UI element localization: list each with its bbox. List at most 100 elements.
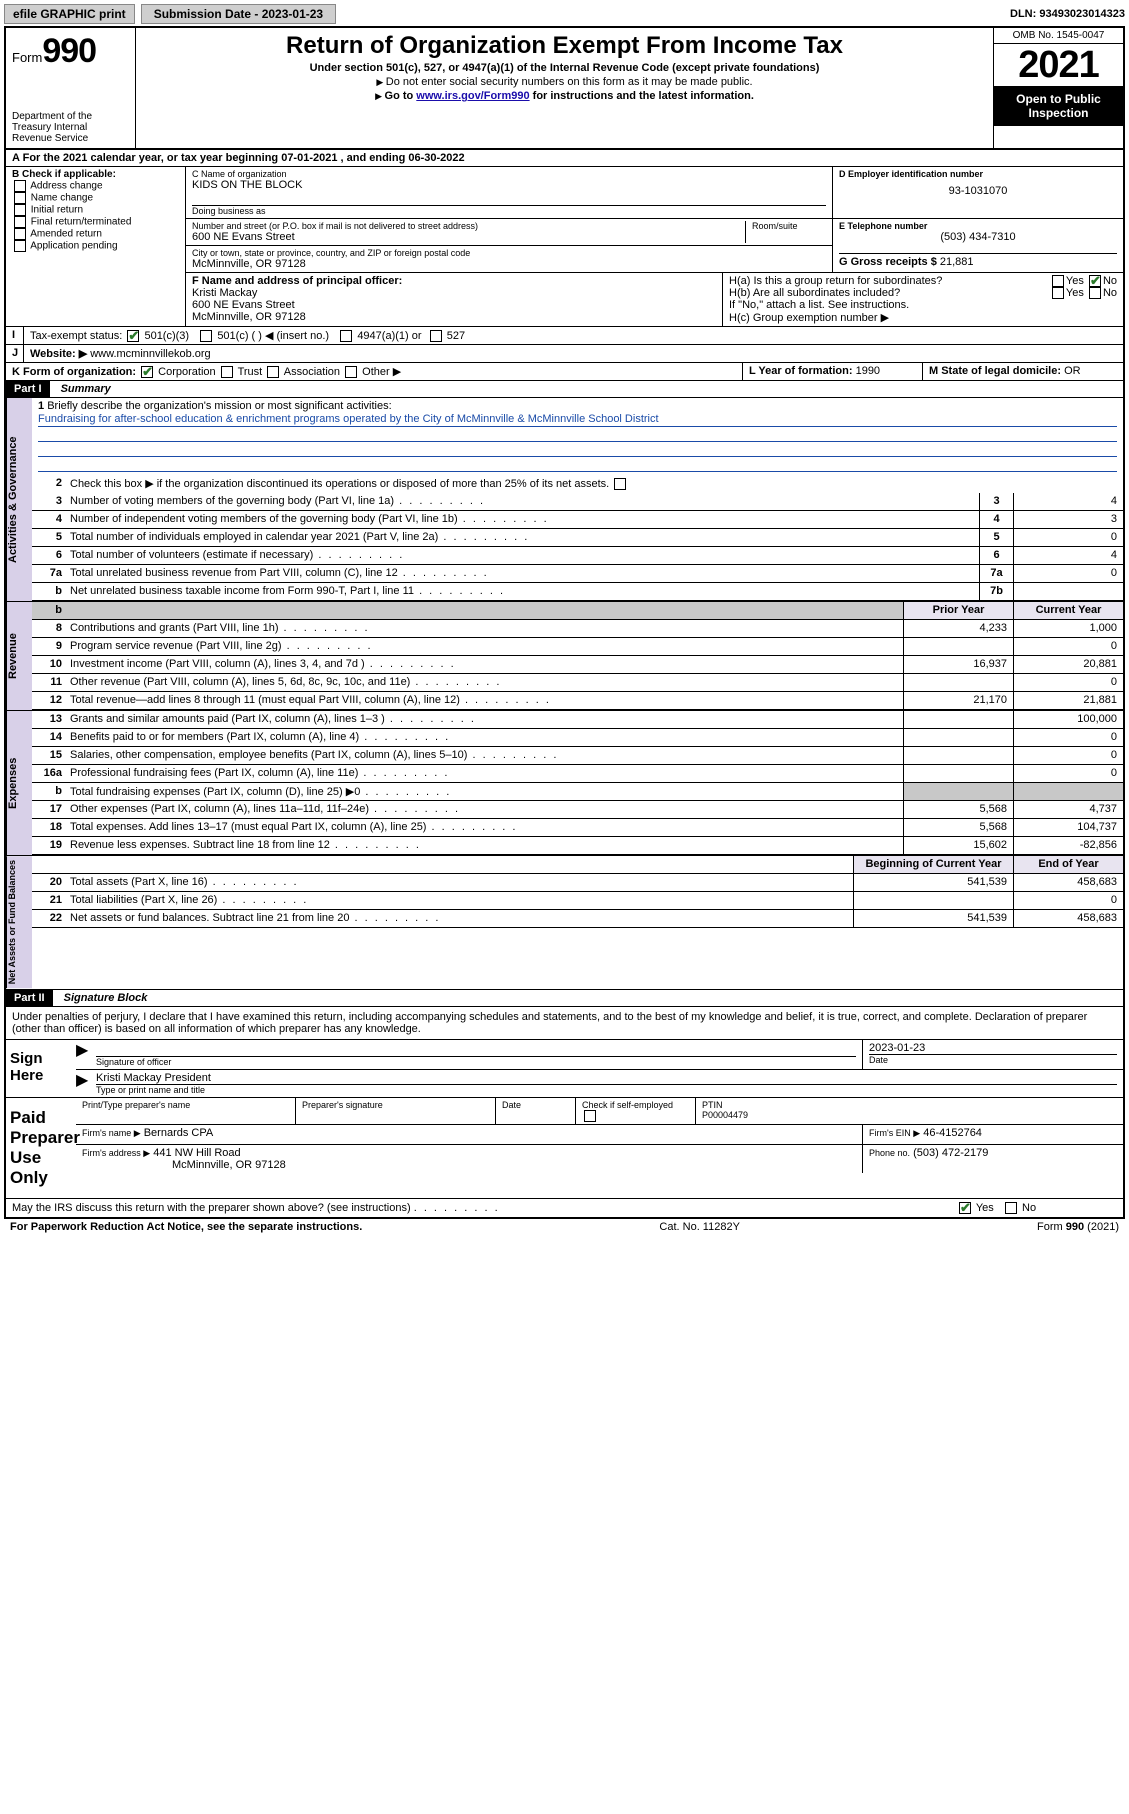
part2-tag: Part II: [6, 990, 53, 1006]
opt-assoc: Association: [284, 366, 340, 378]
firm-phone-label: Phone no.: [869, 1148, 910, 1158]
header-mid: Return of Organization Exempt From Incom…: [136, 28, 993, 148]
omb-number: OMB No. 1545-0047: [994, 28, 1123, 44]
firm-addr1: 441 NW Hill Road: [153, 1147, 240, 1159]
opt-4947: 4947(a)(1) or: [357, 330, 421, 342]
pp-check: Check if self-employed: [576, 1098, 696, 1124]
officer-addr1: 600 NE Evans Street: [192, 299, 716, 311]
period-text: For the 2021 calendar year, or tax year …: [23, 152, 465, 164]
revenue-section: Revenue b Prior Year Current Year 8Contr…: [6, 601, 1123, 710]
ptin-value: P00004479: [702, 1110, 748, 1120]
line-9: 9Program service revenue (Part VIII, lin…: [32, 638, 1123, 656]
open-inspection: Open to Public Inspection: [994, 86, 1123, 126]
domicile-value: OR: [1064, 365, 1081, 377]
chk-application-pending[interactable]: Application pending: [12, 240, 179, 252]
header-left: Form990 Department of the Treasury Inter…: [6, 28, 136, 148]
firm-addr-label: Firm's address ▶: [82, 1148, 150, 1158]
sign-here-label: Sign Here: [6, 1040, 76, 1097]
chk-name-change[interactable]: Name change: [12, 192, 179, 204]
type-name-label: Type or print name and title: [96, 1084, 1117, 1095]
street-value: 600 NE Evans Street: [192, 231, 745, 243]
form-org-label: K Form of organization:: [12, 366, 136, 378]
vlabel-revenue: Revenue: [6, 602, 32, 710]
box-c-address: Number and street (or P.O. box if mail i…: [186, 219, 833, 272]
part1-title: Summary: [53, 381, 119, 397]
declaration: Under penalties of perjury, I declare th…: [6, 1007, 1123, 1039]
line-15: 15Salaries, other compensation, employee…: [32, 747, 1123, 765]
form-990: Form990 Department of the Treasury Inter…: [4, 26, 1125, 1219]
city-label: City or town, state or province, country…: [192, 248, 826, 258]
opt-corp: Corporation: [158, 366, 215, 378]
part2-header: Part II Signature Block: [6, 989, 1123, 1007]
dln: DLN: 93493023014323: [1010, 8, 1125, 20]
form-title: Return of Organization Exempt From Incom…: [144, 32, 985, 60]
line-10: 10Investment income (Part VIII, column (…: [32, 656, 1123, 674]
col-headers-2: Beginning of Current Year End of Year: [32, 856, 1123, 874]
line-12: 12Total revenue—add lines 8 through 11 (…: [32, 692, 1123, 710]
col-headers: b Prior Year Current Year: [32, 602, 1123, 620]
ha-yes: Yes: [1066, 275, 1084, 287]
officer-name: Kristi Mackay: [192, 287, 716, 299]
governance-section: Activities & Governance 1 Briefly descri…: [6, 398, 1123, 601]
line-11: 11Other revenue (Part VIII, column (A), …: [32, 674, 1123, 692]
city-value: McMinnville, OR 97128: [192, 258, 826, 270]
line-4: 4Number of independent voting members of…: [32, 511, 1123, 529]
line-2: 2 Check this box ▶ if the organization d…: [32, 475, 1123, 493]
opt-trust: Trust: [238, 366, 263, 378]
row-klm: K Form of organization: Corporation Trus…: [6, 363, 1123, 381]
line-22: 22Net assets or fund balances. Subtract …: [32, 910, 1123, 928]
submission-date: Submission Date - 2023-01-23: [141, 4, 336, 24]
tax-year: 2021: [994, 44, 1123, 86]
sig-officer-label: Signature of officer: [96, 1056, 856, 1067]
form-subtitle: Under section 501(c), 527, or 4947(a)(1)…: [144, 62, 985, 74]
box-b-label: B Check if applicable:: [12, 169, 179, 180]
dept: Department of the Treasury Internal Reve…: [12, 111, 129, 144]
sig-date: 2023-01-23: [869, 1042, 1117, 1054]
ein-value: 93-1031070: [839, 185, 1117, 197]
firm-phone: (503) 472-2179: [913, 1147, 988, 1159]
phone-value: (503) 434-7310: [839, 231, 1117, 243]
line-7a: 7aTotal unrelated business revenue from …: [32, 565, 1123, 583]
part1-tag: Part I: [6, 381, 50, 397]
prior-year-hd: Prior Year: [903, 602, 1013, 619]
ein-label: D Employer identification number: [839, 169, 983, 179]
officer-addr2: McMinnville, OR 97128: [192, 311, 716, 323]
name-label: C Name of organization: [192, 169, 826, 179]
line-18: 18Total expenses. Add lines 13–17 (must …: [32, 819, 1123, 837]
efile-button[interactable]: efile GRAPHIC print: [4, 4, 135, 24]
gross-receipts-value: 21,881: [940, 256, 974, 268]
hc-label: H(c) Group exemption number ▶: [729, 311, 1117, 324]
form-label: Form: [12, 50, 42, 65]
website-value: www.mcminnvillekob.org: [90, 348, 210, 360]
box-c-name: C Name of organization KIDS ON THE BLOCK…: [186, 167, 833, 218]
firm-addr2: McMinnville, OR 97128: [172, 1159, 286, 1171]
chk-initial-return[interactable]: Initial return: [12, 204, 179, 216]
chk-amended-return[interactable]: Amended return: [12, 228, 179, 240]
footer-right: Form 990 (2021): [1037, 1221, 1119, 1233]
vlabel-governance: Activities & Governance: [6, 398, 32, 601]
ha-label: H(a) Is this a group return for subordin…: [729, 275, 942, 287]
line-14: 14Benefits paid to or for members (Part …: [32, 729, 1123, 747]
discuss-row: May the IRS discuss this return with the…: [6, 1199, 1123, 1217]
irs-link[interactable]: www.irs.gov/Form990: [416, 90, 529, 102]
sig-date-label: Date: [869, 1054, 1117, 1065]
hb-note: If "No," attach a list. See instructions…: [729, 299, 1117, 311]
year-formation-value: 1990: [856, 365, 880, 377]
firm-ein-label: Firm's EIN ▶: [869, 1128, 920, 1138]
chk-final-return[interactable]: Final return/terminated: [12, 216, 179, 228]
opt-527: 527: [447, 330, 465, 342]
year-formation-label: L Year of formation:: [749, 365, 853, 377]
part2-title: Signature Block: [56, 990, 156, 1006]
expenses-section: Expenses 13Grants and similar amounts pa…: [6, 710, 1123, 855]
box-c-wrapper: C Name of organization KIDS ON THE BLOCK…: [186, 167, 1123, 326]
firm-ein: 46-4152764: [923, 1127, 982, 1139]
org-name: KIDS ON THE BLOCK: [192, 179, 826, 191]
line-13: 13Grants and similar amounts paid (Part …: [32, 711, 1123, 729]
street-label: Number and street (or P.O. box if mail i…: [192, 221, 745, 231]
vlabel-net: Net Assets or Fund Balances: [6, 856, 32, 988]
line-5: 5Total number of individuals employed in…: [32, 529, 1123, 547]
firm-name: Bernards CPA: [144, 1127, 214, 1139]
top-toolbar: efile GRAPHIC print Submission Date - 20…: [4, 4, 1125, 24]
tax-exempt-label: Tax-exempt status:: [30, 330, 122, 342]
chk-address-change[interactable]: Address change: [12, 180, 179, 192]
